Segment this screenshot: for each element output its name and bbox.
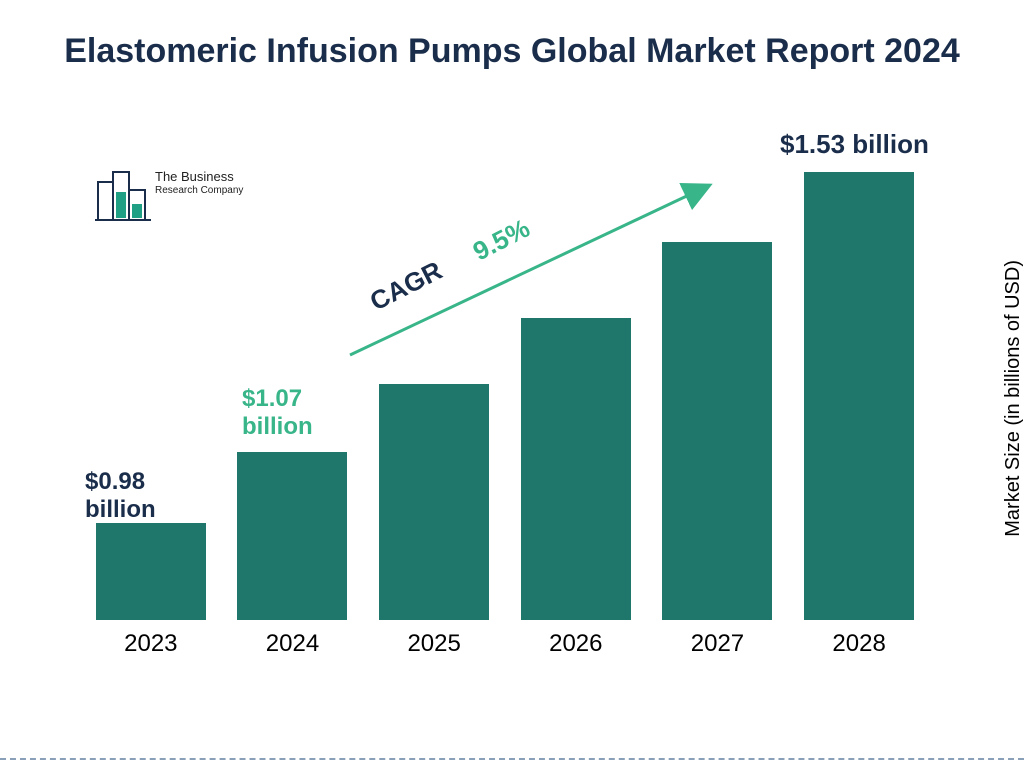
bar bbox=[379, 384, 489, 620]
x-label: 2027 bbox=[647, 624, 787, 660]
bottom-divider bbox=[0, 758, 1024, 760]
chart-title: Elastomeric Infusion Pumps Global Market… bbox=[0, 30, 1024, 73]
bar bbox=[521, 318, 631, 620]
x-label: 2026 bbox=[506, 624, 646, 660]
bar-2028 bbox=[789, 172, 929, 620]
x-label: 2028 bbox=[789, 624, 929, 660]
bar-2025 bbox=[364, 384, 504, 620]
x-label: 2024 bbox=[222, 624, 362, 660]
bar-2023 bbox=[81, 523, 221, 620]
bars-container bbox=[80, 170, 930, 620]
x-axis-labels: 2023 2024 2025 2026 2027 2028 bbox=[80, 624, 930, 660]
bar-chart: 2023 2024 2025 2026 2027 2028 bbox=[80, 170, 930, 660]
bar-2026 bbox=[506, 318, 646, 620]
value-callout-2023: $0.98 billion bbox=[85, 468, 205, 523]
x-label: 2023 bbox=[81, 624, 221, 660]
bar bbox=[804, 172, 914, 620]
value-callout-2024: $1.07 billion bbox=[242, 385, 362, 440]
x-label: 2025 bbox=[364, 624, 504, 660]
bar bbox=[662, 242, 772, 620]
y-axis-label: Market Size (in billions of USD) bbox=[1002, 260, 1024, 537]
x-axis-line bbox=[80, 619, 930, 620]
bar-2024 bbox=[222, 452, 362, 620]
bar-2027 bbox=[647, 242, 787, 620]
bar bbox=[237, 452, 347, 620]
bar bbox=[96, 523, 206, 620]
value-callout-2028: $1.53 billion bbox=[780, 130, 929, 160]
